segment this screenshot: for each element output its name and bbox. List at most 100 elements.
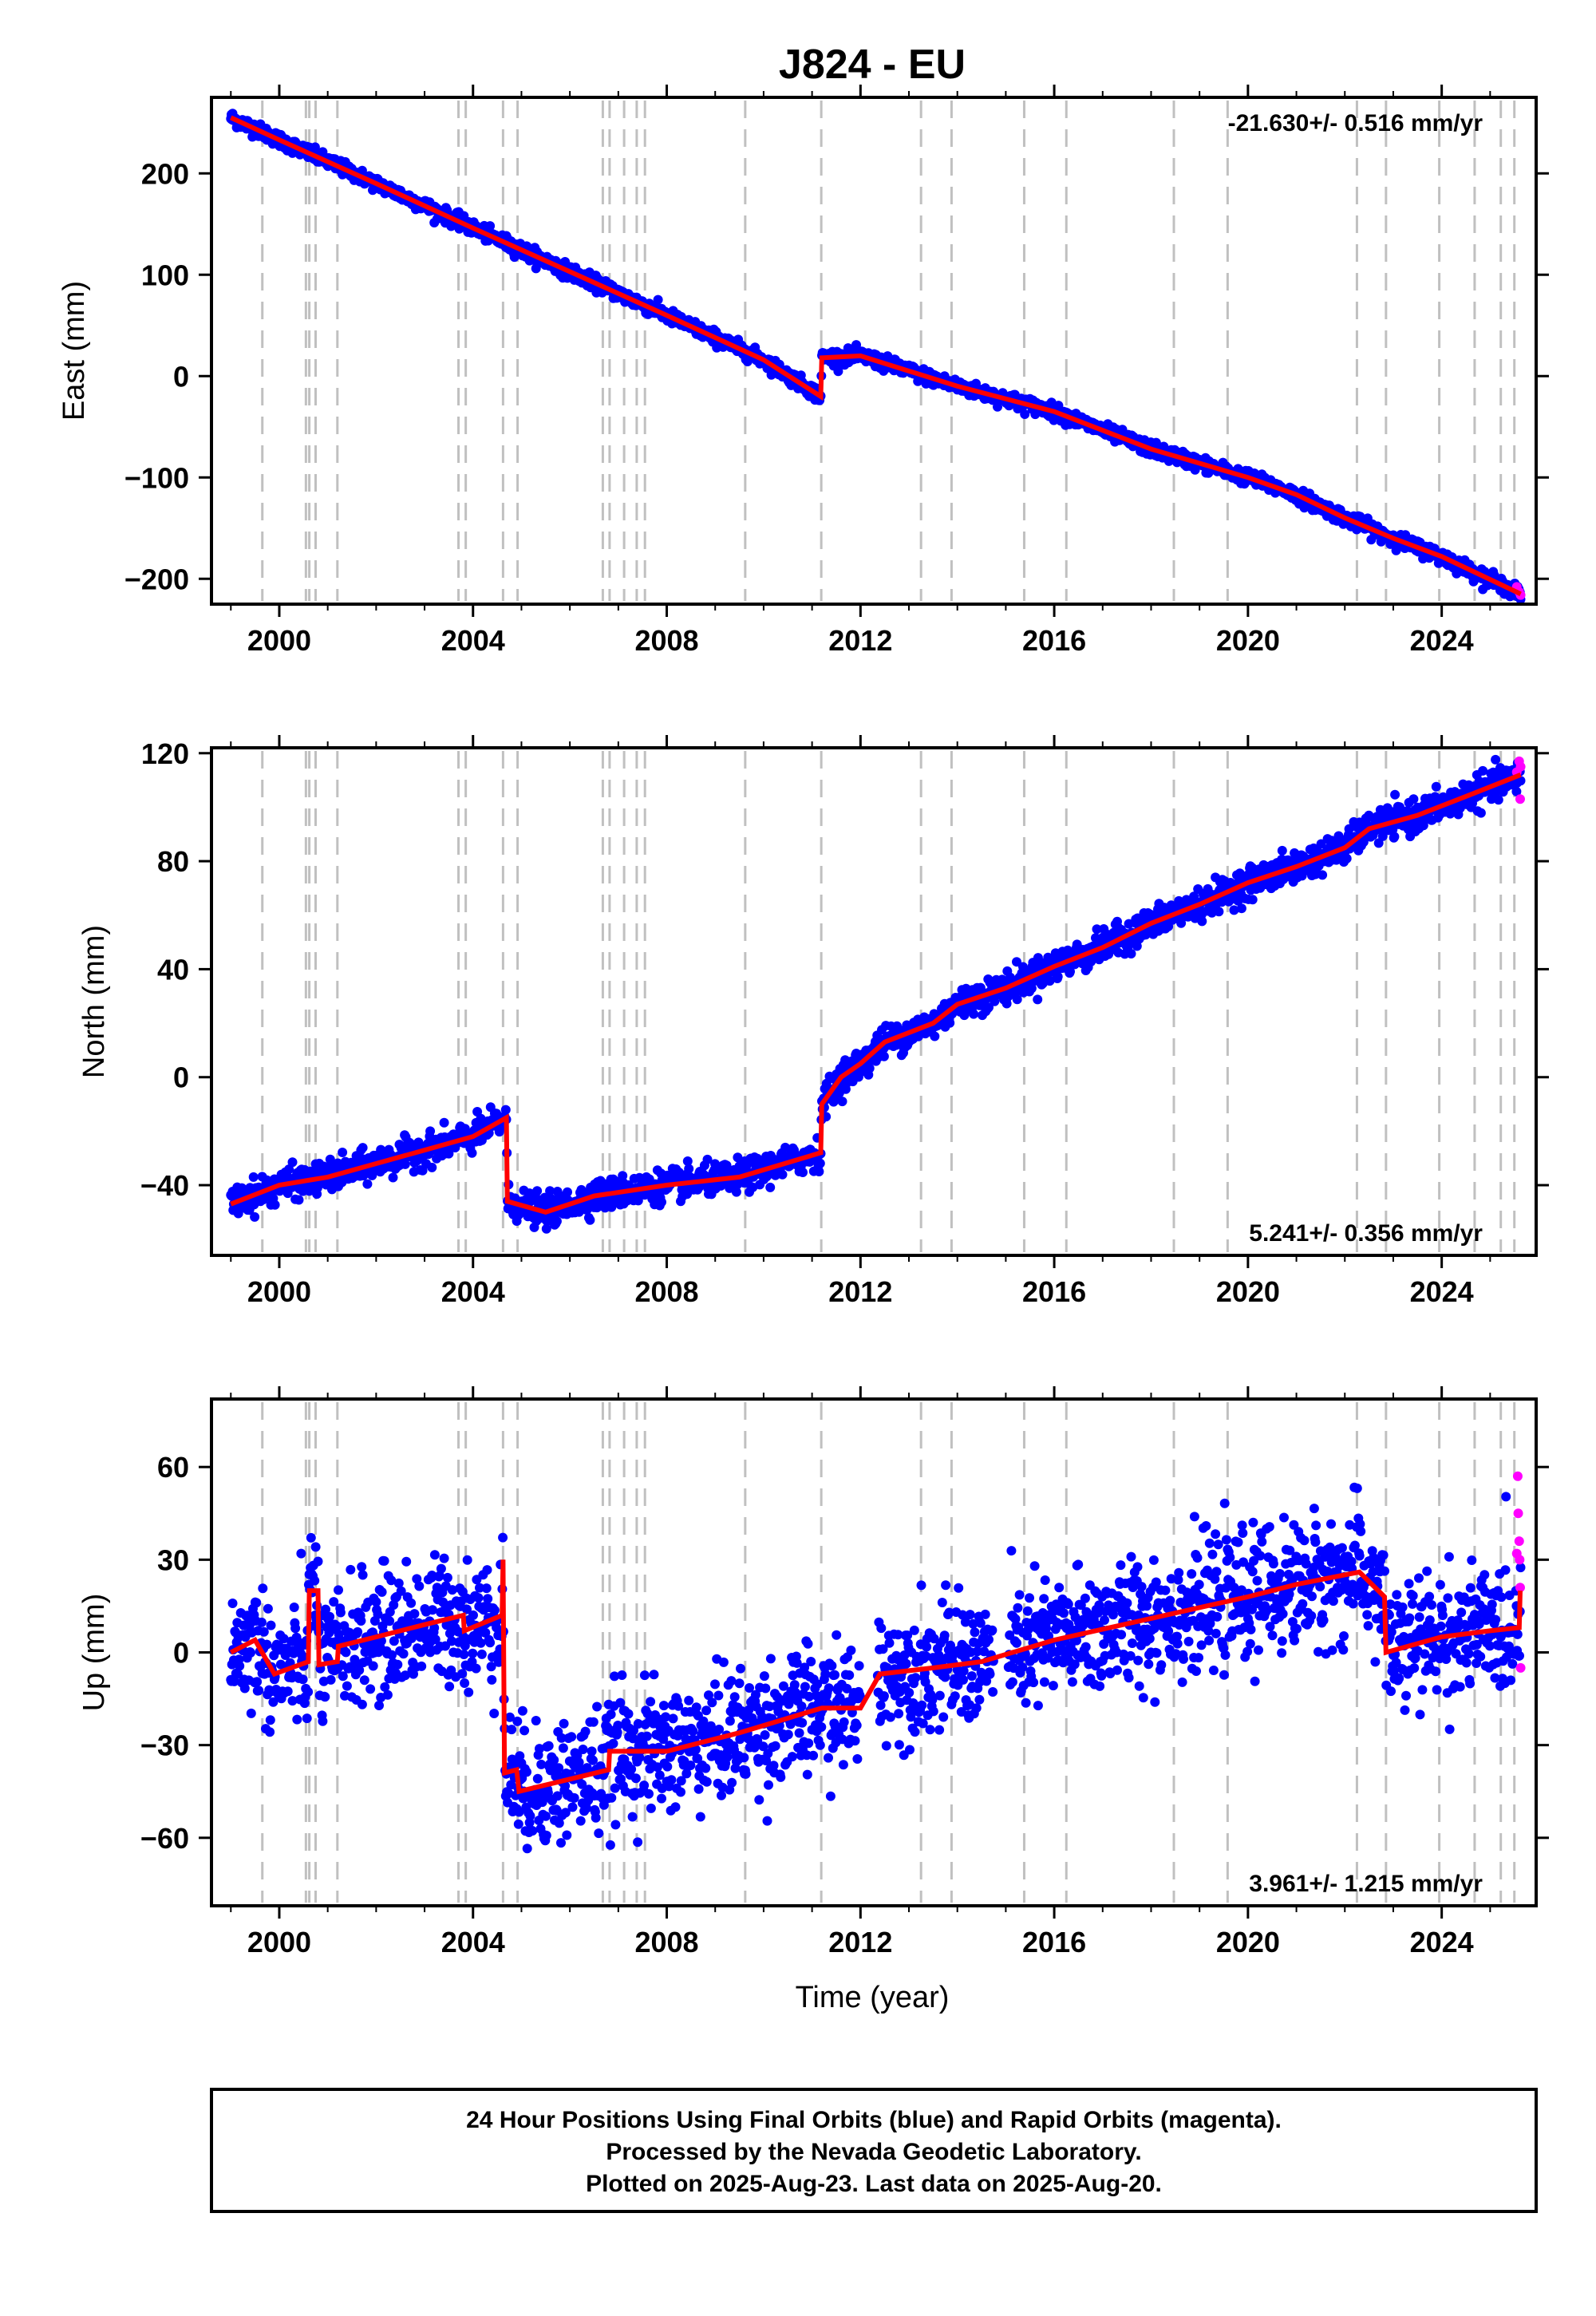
up-final-orbit-point: [252, 1677, 263, 1687]
east-x-tick-label: 2020: [1216, 624, 1280, 657]
north-final-orbit-point: [1277, 845, 1287, 856]
up-final-orbit-point: [334, 1585, 343, 1595]
up-final-orbit-point: [382, 1690, 393, 1700]
north-final-orbit-point: [1197, 916, 1207, 927]
north-final-orbit-point: [427, 1162, 437, 1172]
north-final-orbit-point: [1341, 853, 1352, 864]
up-final-orbit-point: [258, 1583, 268, 1594]
up-final-orbit-point: [262, 1639, 272, 1650]
north-final-orbit-point: [777, 1169, 788, 1180]
north-y-axis-label: North (mm): [77, 925, 111, 1078]
east-y-axis-label: East (mm): [57, 281, 91, 421]
east-final-orbit-points: [226, 109, 1526, 604]
north-final-orbit-point: [248, 1172, 259, 1182]
up-final-orbit-point: [320, 1692, 330, 1702]
east-rate-label: -21.630+/- 0.516 mm/yr: [1228, 110, 1483, 136]
north-y-tick-label: 120: [141, 737, 189, 770]
north-final-orbit-point: [585, 1215, 595, 1225]
north-final-orbit-point: [814, 1167, 824, 1176]
north-final-orbit-point: [1431, 781, 1441, 792]
up-final-orbit-point: [342, 1681, 352, 1691]
up-final-orbit-point: [356, 1616, 366, 1626]
north-final-orbit-point: [1126, 949, 1136, 958]
north-final-orbit-point: [1033, 994, 1043, 1005]
north-final-orbit-point: [467, 1148, 477, 1158]
up-final-orbit-point: [256, 1617, 267, 1627]
up-final-orbit-point: [246, 1708, 256, 1718]
north-event-lines: [261, 751, 1516, 1252]
north-final-orbit-point: [358, 1143, 368, 1153]
up-final-orbit-point: [353, 1626, 363, 1637]
up-final-orbit-point: [263, 1603, 273, 1614]
up-final-orbit-point: [359, 1675, 369, 1686]
east-final-orbit-point: [833, 366, 843, 377]
north-y-tick-label: −40: [140, 1169, 189, 1202]
up-final-orbit-point: [246, 1647, 255, 1658]
east-x-tick-label: 2008: [634, 624, 698, 657]
north-final-orbit-point: [388, 1172, 398, 1183]
north-final-orbit-point: [250, 1211, 260, 1222]
north-final-orbit-point: [1390, 789, 1400, 800]
up-final-orbit-point: [227, 1599, 238, 1608]
up-final-orbit-point: [379, 1555, 389, 1566]
north-x-tick-label: 2012: [828, 1275, 892, 1308]
north-final-orbit-point: [294, 1195, 304, 1205]
north-x-tick-label: 2016: [1022, 1275, 1086, 1308]
up-final-orbit-point: [266, 1620, 276, 1630]
up-final-orbit-point: [385, 1616, 395, 1626]
north-rapid-orbit-point: [1515, 794, 1525, 804]
up-final-orbit-point: [335, 1607, 346, 1618]
north-final-orbit-point: [798, 1168, 808, 1177]
up-final-orbit-point: [358, 1570, 368, 1580]
figure-title: J824 - EU: [779, 41, 966, 88]
north-x-tick-label: 2000: [247, 1275, 311, 1308]
up-final-orbit-point: [341, 1647, 351, 1658]
north-final-orbit-points: [226, 754, 1526, 1234]
east-y-tick-label: 0: [173, 360, 189, 393]
up-final-orbit-point: [306, 1532, 316, 1543]
north-final-orbit-point: [1247, 895, 1258, 905]
north-x-tick-label: 2004: [441, 1275, 505, 1308]
up-final-orbit-points: [226, 1482, 1526, 1854]
east-y-tick-label: −100: [124, 461, 189, 494]
up-final-orbit-point: [265, 1727, 275, 1737]
north-final-orbit-point: [1493, 795, 1503, 805]
north-final-orbit-point: [362, 1179, 373, 1189]
east-event-lines: [261, 101, 1516, 601]
north-final-orbit-point: [1491, 754, 1501, 765]
east-x-tick-label: 2016: [1022, 624, 1086, 657]
up-final-orbit-point: [365, 1684, 376, 1694]
north-final-orbit-point: [1053, 971, 1063, 982]
up-final-orbit-point: [282, 1686, 293, 1697]
north-final-orbit-point: [684, 1164, 694, 1174]
north-final-orbit-point: [532, 1186, 543, 1196]
north-final-orbit-point: [879, 1051, 889, 1061]
east-x-tick-label: 2012: [828, 624, 892, 657]
north-x-tick-label: 2020: [1216, 1275, 1280, 1308]
up-final-orbit-point: [235, 1661, 245, 1671]
east-panel: 2000 2004 2008 2012 2016 2020 2024−200−1000100…: [57, 85, 1549, 657]
north-final-orbit-point: [1389, 832, 1400, 842]
east-y-tick-label: 100: [141, 259, 189, 291]
up-panel: 2000 2004 2008 2012 2016 2020 2024−60−3003060 …: [77, 1386, 1549, 1958]
up-final-orbit-point: [254, 1686, 264, 1696]
north-plot-frame: [210, 746, 1538, 1257]
up-final-orbit-point: [302, 1713, 312, 1724]
up-final-orbit-point: [377, 1587, 387, 1597]
up-final-orbit-point: [310, 1575, 320, 1586]
up-final-orbit-point: [303, 1687, 314, 1697]
east-y-tick-label: −200: [124, 563, 189, 595]
east-final-orbit-point: [485, 221, 496, 231]
north-x-tick-label: 2008: [634, 1275, 698, 1308]
north-final-orbit-point: [765, 1182, 776, 1192]
north-final-orbit-point: [338, 1148, 348, 1157]
north-final-orbit-point: [1317, 870, 1328, 880]
north-rate-label: 5.241+/- 0.356 mm/yr: [1249, 1220, 1483, 1247]
north-final-orbit-point: [425, 1126, 436, 1136]
north-x-tick-label: 2024: [1410, 1275, 1474, 1308]
north-final-orbit-point: [287, 1157, 298, 1168]
north-final-orbit-point: [657, 1197, 666, 1207]
up-final-orbit-point: [297, 1651, 307, 1662]
up-final-orbit-point: [265, 1715, 275, 1725]
